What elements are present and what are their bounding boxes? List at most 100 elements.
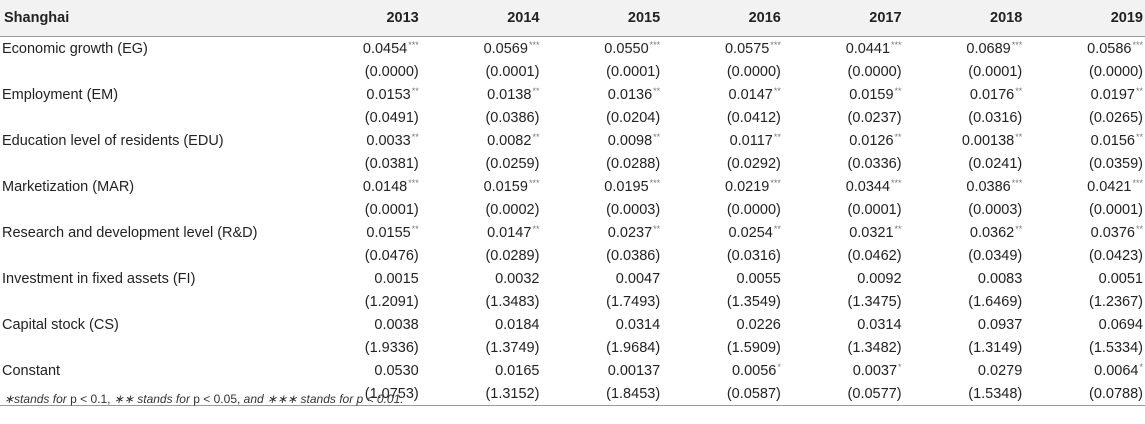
pvalue-cell: (0.0359) xyxy=(1088,155,1143,172)
coefficient-value: 0.0362 xyxy=(969,225,1015,241)
coefficient-value: 0.0047 xyxy=(615,270,661,287)
significance-stars: *** xyxy=(891,40,902,50)
variable-label: Employment (EM) xyxy=(2,86,119,103)
table-row-pvalues: (0.0001) (0.0002) (0.0003) (0.0000) (0.0001)… xyxy=(0,198,1145,221)
pvalue-cell: (1.5348) xyxy=(903,382,1025,406)
significance-stars: *** xyxy=(408,178,419,188)
coefficient-value: 0.0694 xyxy=(1098,316,1143,333)
pvalue-cell: (0.0577) xyxy=(782,382,904,406)
table-row-pvalues: (1.2091) (1.3483) (1.7493) (1.3549) (1.3475)… xyxy=(0,290,1145,313)
coefficient-value: 0.0037 xyxy=(852,363,898,379)
pvalue-cell: (0.0259) xyxy=(485,155,540,172)
significance-stars: ** xyxy=(411,132,419,142)
significance-stars: *** xyxy=(770,178,781,188)
significance-stars: ** xyxy=(1015,86,1023,96)
coefficient-value: 0.0454 xyxy=(362,41,408,57)
significance-stars: *** xyxy=(1132,40,1143,50)
year-header: 2015 xyxy=(541,0,663,37)
coefficient-cell: 0.0159** xyxy=(783,83,904,106)
pvalue-cell: (0.0001) xyxy=(968,63,1023,80)
coefficient-value: 0.0082 xyxy=(487,133,532,149)
pvalue-cell: (0.0381) xyxy=(364,155,419,172)
coefficient-cell: 0.0184 xyxy=(421,313,542,336)
pvalue-cell: (0.0003) xyxy=(606,201,661,218)
coefficient-value: 0.0586 xyxy=(1087,41,1132,57)
significance-stars: * xyxy=(898,362,902,372)
significance-stars: ** xyxy=(653,224,661,234)
coefficient-value: 0.00137 xyxy=(607,362,661,379)
coefficient-value: 0.0441 xyxy=(845,41,891,57)
coefficient-value: 0.0279 xyxy=(977,362,1023,379)
coefficient-cell: 0.0279 xyxy=(904,359,1025,382)
pvalue-cell: (1.3549) xyxy=(726,293,781,310)
significance-stars: ** xyxy=(411,224,419,234)
significance-stars: ** xyxy=(411,86,419,96)
coefficient-value: 0.0314 xyxy=(615,316,661,333)
coefficient-value: 0.0138 xyxy=(487,87,532,103)
coefficient-cell: 0.0586*** xyxy=(1024,37,1145,61)
significance-stars: ** xyxy=(532,86,540,96)
coefficient-value: 0.0937 xyxy=(977,316,1023,333)
table-row: Capital stock (CS) 0.0038 0.0184 0.0314 0.02… xyxy=(0,313,1145,336)
coefficient-value: 0.0314 xyxy=(857,316,902,333)
pvalue-cell: (0.0462) xyxy=(847,247,902,264)
pvalue-cell: (0.0001) xyxy=(847,201,902,218)
coefficient-cell: 0.0530 xyxy=(300,359,421,382)
pvalue-cell: (0.0423) xyxy=(1088,247,1143,264)
significance-stars: *** xyxy=(408,40,419,50)
coefficient-cell: 0.0082** xyxy=(421,129,542,152)
coefficient-value: 0.0689 xyxy=(966,41,1011,57)
coefficient-value: 0.0176 xyxy=(969,87,1015,103)
significance-stars: ** xyxy=(894,86,902,96)
pvalue-cell: (0.0316) xyxy=(726,247,781,264)
table-row-pvalues: (0.0491) (0.0386) (0.0204) (0.0412) (0.0237)… xyxy=(0,106,1145,129)
pvalue-cell: (1.9336) xyxy=(364,339,419,356)
coefficient-value: 0.00138 xyxy=(961,133,1015,149)
coefficient-cell: 0.0441*** xyxy=(783,37,904,61)
coefficient-cell: 0.0051 xyxy=(1024,267,1145,290)
pvalue-cell: (1.3483) xyxy=(485,293,540,310)
coefficient-cell: 0.0138** xyxy=(421,83,542,106)
coefficient-value: 0.0254 xyxy=(728,225,773,241)
coefficient-cell: 0.0314 xyxy=(541,313,662,336)
empty-label-cell xyxy=(0,382,301,406)
significance-stars: ** xyxy=(1015,224,1023,234)
variable-label: Education level of residents (EDU) xyxy=(2,132,224,149)
pvalue-cell: (1.3149) xyxy=(968,339,1023,356)
table-row: Investment in fixed assets (FI) 0.0015 0.0… xyxy=(0,267,1145,290)
variable-label: Investment in fixed assets (FI) xyxy=(2,270,196,287)
coefficient-cell: 0.0689*** xyxy=(904,37,1025,61)
year-header: 2014 xyxy=(420,0,542,37)
coefficient-value: 0.0156 xyxy=(1090,133,1135,149)
coefficient-cell: 0.0083 xyxy=(904,267,1025,290)
coefficient-value: 0.0126 xyxy=(849,133,894,149)
significance-stars: ** xyxy=(1135,132,1143,142)
empty-label-cell xyxy=(0,244,300,267)
significance-stars: * xyxy=(777,362,781,372)
pvalue-cell: (1.2367) xyxy=(1088,293,1143,310)
coefficient-cell: 0.0148*** xyxy=(300,175,421,198)
header-row: Shanghai 2013 2014 2015 2016 2017 2018 2019 xyxy=(0,0,1145,37)
pvalue-cell: (1.8453) xyxy=(541,382,663,406)
coefficient-cell: 0.0159*** xyxy=(421,175,542,198)
pvalue-cell: (0.0476) xyxy=(364,247,419,264)
coefficient-cell: 0.0219*** xyxy=(662,175,783,198)
pvalue-cell: (0.0292) xyxy=(726,155,781,172)
coefficient-cell: 0.0344*** xyxy=(783,175,904,198)
coefficient-cell: 0.0197** xyxy=(1024,83,1145,106)
pvalue-cell: (0.0587) xyxy=(662,382,783,406)
coefficient-value: 0.0184 xyxy=(495,316,540,333)
significance-stars: ** xyxy=(532,132,540,142)
coefficient-cell: 0.0237** xyxy=(541,221,662,244)
variable-label: Capital stock (CS) xyxy=(2,316,119,333)
coefficient-value: 0.0197 xyxy=(1090,87,1135,103)
pvalue-cell: (1.9684) xyxy=(606,339,661,356)
coefficient-cell: 0.0055 xyxy=(662,267,783,290)
table-row: Employment (EM) 0.0153** 0.0138** 0.0136** 0… xyxy=(0,83,1145,106)
coefficient-value: 0.0344 xyxy=(845,179,891,195)
empty-label-cell xyxy=(0,106,300,129)
significance-stars: *** xyxy=(1011,40,1023,50)
coefficient-cell: 0.0362** xyxy=(904,221,1025,244)
coefficient-cell: 0.0195*** xyxy=(541,175,662,198)
year-header: 2018 xyxy=(903,0,1025,37)
